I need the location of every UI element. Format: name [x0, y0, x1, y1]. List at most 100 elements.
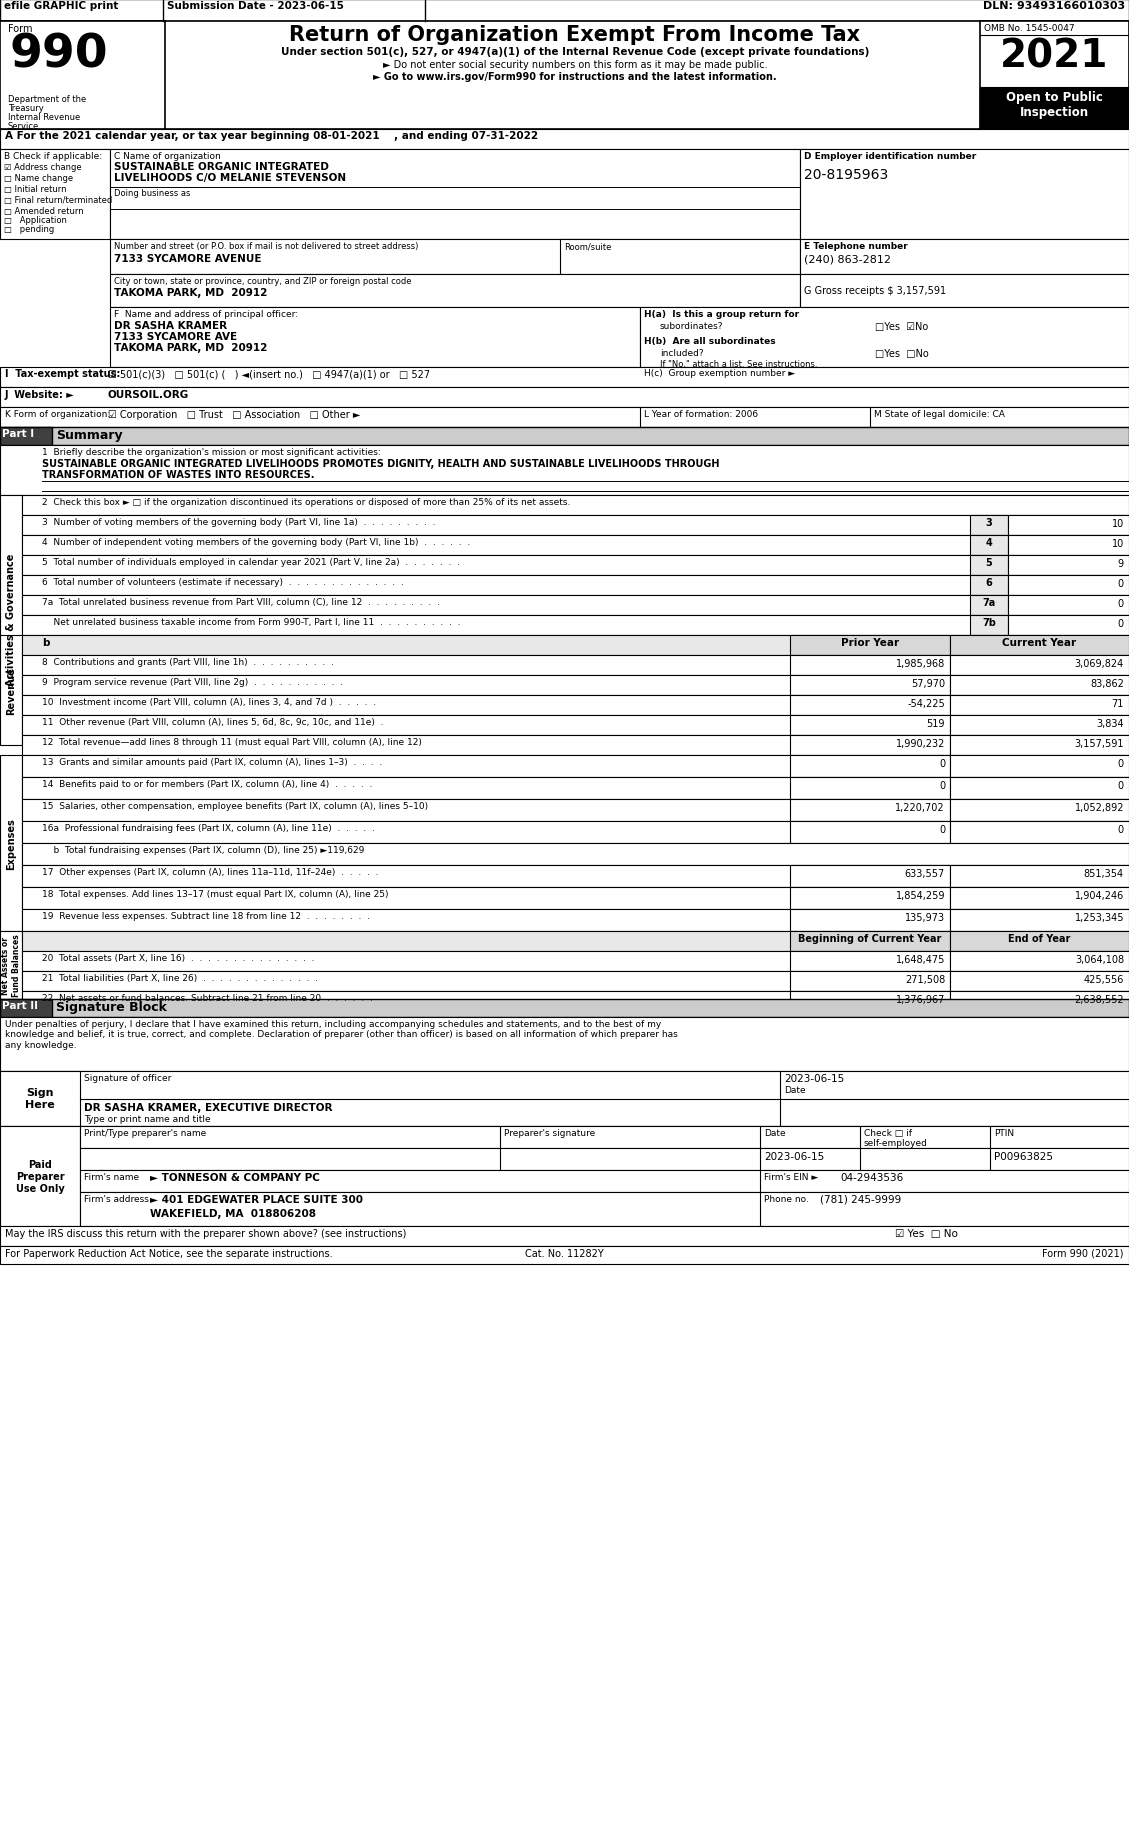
Text: End of Year: End of Year [1008, 933, 1070, 944]
Text: Activities & Governance: Activities & Governance [6, 553, 16, 686]
Text: Signature of officer: Signature of officer [84, 1074, 172, 1082]
Text: 4  Number of independent voting members of the governing body (Part VI, line 1b): 4 Number of independent voting members o… [42, 538, 471, 547]
Text: Room/suite: Room/suite [564, 242, 612, 251]
Text: 425,556: 425,556 [1084, 974, 1124, 985]
Bar [949, 888, 1129, 910]
Text: Under section 501(c), 527, or 4947(a)(1) of the Internal Revenue Code (except pr: Under section 501(c), 527, or 4947(a)(1)… [281, 48, 869, 57]
Text: 2023-06-15: 2023-06-15 [764, 1151, 824, 1162]
Text: PTIN: PTIN [994, 1129, 1014, 1138]
Bar [1008, 576, 1129, 597]
Bar [21, 556, 1129, 576]
Bar [790, 822, 949, 844]
Text: 5: 5 [986, 558, 992, 567]
Bar [0, 22, 1129, 130]
Text: 519: 519 [927, 719, 945, 728]
Text: J  Website: ►: J Website: ► [5, 390, 75, 399]
Bar [21, 736, 1129, 756]
Text: SUSTAINABLE ORGANIC INTEGRATED LIVELIHOODS PROMOTES DIGNITY, HEALTH AND SUSTAINA: SUSTAINABLE ORGANIC INTEGRATED LIVELIHOO… [42, 459, 719, 468]
Bar [949, 822, 1129, 844]
Bar [970, 536, 1008, 556]
Bar [21, 756, 1129, 778]
Text: Sign
Here: Sign Here [25, 1087, 55, 1109]
Text: 271,508: 271,508 [904, 974, 945, 985]
Text: TAKOMA PARK, MD  20912: TAKOMA PARK, MD 20912 [114, 342, 268, 353]
Text: OMB No. 1545-0047: OMB No. 1545-0047 [984, 24, 1075, 33]
Text: B Check if applicable:: B Check if applicable: [5, 152, 102, 161]
Text: 1,648,475: 1,648,475 [895, 955, 945, 964]
Bar [21, 576, 1129, 597]
Text: Under penalties of perjury, I declare that I have examined this return, includin: Under penalties of perjury, I declare th… [5, 1019, 677, 1049]
Bar [21, 615, 1129, 635]
Bar [21, 888, 1129, 910]
Bar [800, 274, 1129, 307]
Bar [949, 778, 1129, 800]
Text: self-employed: self-employed [864, 1138, 928, 1147]
Text: If "No," attach a list. See instructions.: If "No," attach a list. See instructions… [660, 361, 817, 370]
Text: included?: included? [660, 350, 703, 359]
Bar [21, 496, 1129, 516]
Text: 1,052,892: 1,052,892 [1075, 803, 1124, 813]
Text: Submission Date - 2023-06-15: Submission Date - 2023-06-15 [167, 2, 344, 11]
Text: 5  Total number of individuals employed in calendar year 2021 (Part V, line 2a) : 5 Total number of individuals employed i… [42, 558, 460, 567]
Bar [970, 556, 1008, 576]
Bar [110, 150, 800, 240]
Text: 1,985,968: 1,985,968 [895, 659, 945, 668]
Bar [21, 952, 1129, 972]
Text: 1,904,246: 1,904,246 [1075, 891, 1124, 900]
Bar [80, 1193, 1129, 1226]
Bar [790, 992, 949, 1012]
Bar [790, 736, 949, 756]
Bar [790, 675, 949, 695]
Bar [970, 615, 1008, 635]
Bar [790, 756, 949, 778]
Text: Expenses: Expenses [6, 818, 16, 869]
Text: Signature Block: Signature Block [56, 1001, 167, 1014]
Bar [0, 1127, 1129, 1226]
Text: 1,220,702: 1,220,702 [895, 803, 945, 813]
Text: 2  Check this box ► □ if the organization discontinued its operations or dispose: 2 Check this box ► □ if the organization… [42, 498, 570, 507]
Text: Form 990 (2021): Form 990 (2021) [1042, 1248, 1124, 1259]
Bar [949, 866, 1129, 888]
Text: City or town, state or province, country, and ZIP or foreign postal code: City or town, state or province, country… [114, 276, 411, 285]
Text: Current Year: Current Year [1001, 637, 1076, 648]
Text: Firm's address: Firm's address [84, 1195, 149, 1204]
Text: K Form of organization:: K Form of organization: [5, 410, 111, 419]
Text: 6: 6 [986, 578, 992, 587]
Text: 633,557: 633,557 [904, 869, 945, 878]
Text: 9: 9 [1118, 558, 1124, 569]
Bar [21, 822, 1129, 844]
Bar [980, 22, 1129, 130]
Bar [0, 1127, 80, 1226]
Text: 10: 10 [1112, 538, 1124, 549]
Text: ► Go to www.irs.gov/Form990 for instructions and the latest information.: ► Go to www.irs.gov/Form990 for instruct… [374, 71, 777, 82]
Bar [80, 1149, 1129, 1171]
Bar [790, 716, 949, 736]
Text: 3,834: 3,834 [1096, 719, 1124, 728]
Text: Number and street (or P.O. box if mail is not delivered to street address): Number and street (or P.O. box if mail i… [114, 242, 419, 251]
Text: 11  Other revenue (Part VIII, column (A), lines 5, 6d, 8c, 9c, 10c, and 11e)  .: 11 Other revenue (Part VIII, column (A),… [42, 717, 384, 727]
Bar [1008, 536, 1129, 556]
Bar [0, 999, 1129, 1017]
Text: P00963825: P00963825 [994, 1151, 1053, 1162]
Bar [0, 1071, 80, 1127]
Text: 2,638,552: 2,638,552 [1075, 994, 1124, 1005]
Text: Print/Type preparer's name: Print/Type preparer's name [84, 1129, 207, 1138]
Text: 0: 0 [1118, 759, 1124, 769]
Text: 0: 0 [1118, 619, 1124, 630]
Text: □Yes  □No: □Yes □No [875, 350, 929, 359]
Bar [0, 0, 1129, 22]
Bar [21, 800, 1129, 822]
Bar [0, 408, 1129, 428]
Text: Check □ if: Check □ if [864, 1129, 912, 1138]
Text: 990: 990 [10, 31, 108, 77]
Text: Phone no.: Phone no. [764, 1195, 808, 1204]
Text: Prior Year: Prior Year [841, 637, 899, 648]
Text: b: b [42, 637, 50, 648]
Text: □Yes  ☑No: □Yes ☑No [875, 322, 928, 331]
Text: 10: 10 [1112, 518, 1124, 529]
Bar [949, 675, 1129, 695]
Text: Doing business as: Doing business as [114, 188, 191, 198]
Text: 20-8195963: 20-8195963 [804, 168, 889, 181]
Bar [0, 756, 21, 931]
Text: ► 401 EDGEWATER PLACE SUITE 300: ► 401 EDGEWATER PLACE SUITE 300 [150, 1195, 364, 1204]
